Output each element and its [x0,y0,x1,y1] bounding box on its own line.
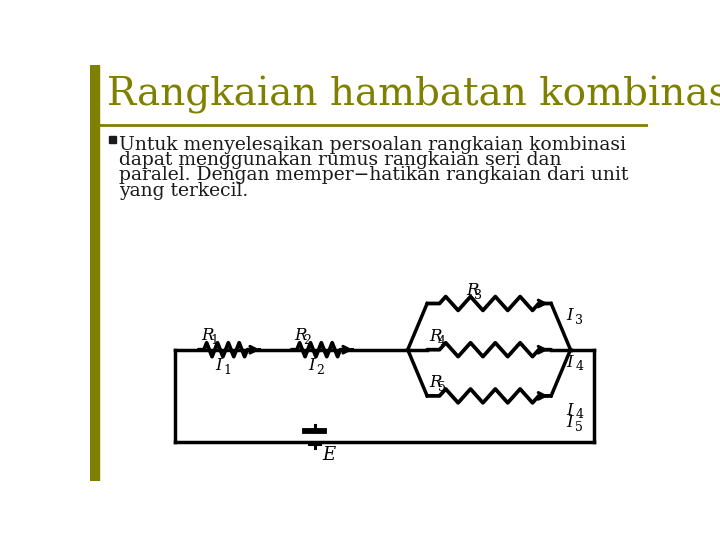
Text: 4: 4 [575,408,583,421]
Text: I: I [567,307,573,325]
Text: I: I [567,354,573,370]
Text: 5: 5 [575,421,583,434]
Text: 4: 4 [575,360,583,373]
Text: 3: 3 [474,289,482,302]
Text: I: I [567,402,573,419]
Text: E: E [323,446,336,464]
Text: 2: 2 [303,334,311,347]
Text: 2: 2 [316,363,324,376]
Text: Rangkaian hambatan kombinasi: Rangkaian hambatan kombinasi [107,76,720,114]
Text: 4: 4 [438,335,446,348]
Text: 1: 1 [223,363,231,376]
Text: I: I [567,414,573,431]
Bar [109,136,116,143]
Bar [90,65,99,481]
Text: Untuk menyelesaikan persoalan rangkaian kombinasi: Untuk menyelesaikan persoalan rangkaian … [120,136,626,154]
Text: 3: 3 [575,314,583,327]
Text: paralel. Dengan memper−hatikan rangkaian dari unit: paralel. Dengan memper−hatikan rangkaian… [120,166,629,185]
Text: I: I [215,357,222,374]
Text: R: R [294,327,307,343]
Text: I: I [309,357,315,374]
Text: 1: 1 [210,334,218,347]
Text: R: R [202,327,214,343]
Text: 5: 5 [438,381,446,394]
Text: yang terkecil.: yang terkecil. [120,182,248,200]
Text: R: R [429,374,442,392]
Text: dapat menggunakan rumus rangkaian seri dan: dapat menggunakan rumus rangkaian seri d… [120,151,562,169]
Text: R: R [429,328,442,345]
Text: R: R [466,282,478,299]
